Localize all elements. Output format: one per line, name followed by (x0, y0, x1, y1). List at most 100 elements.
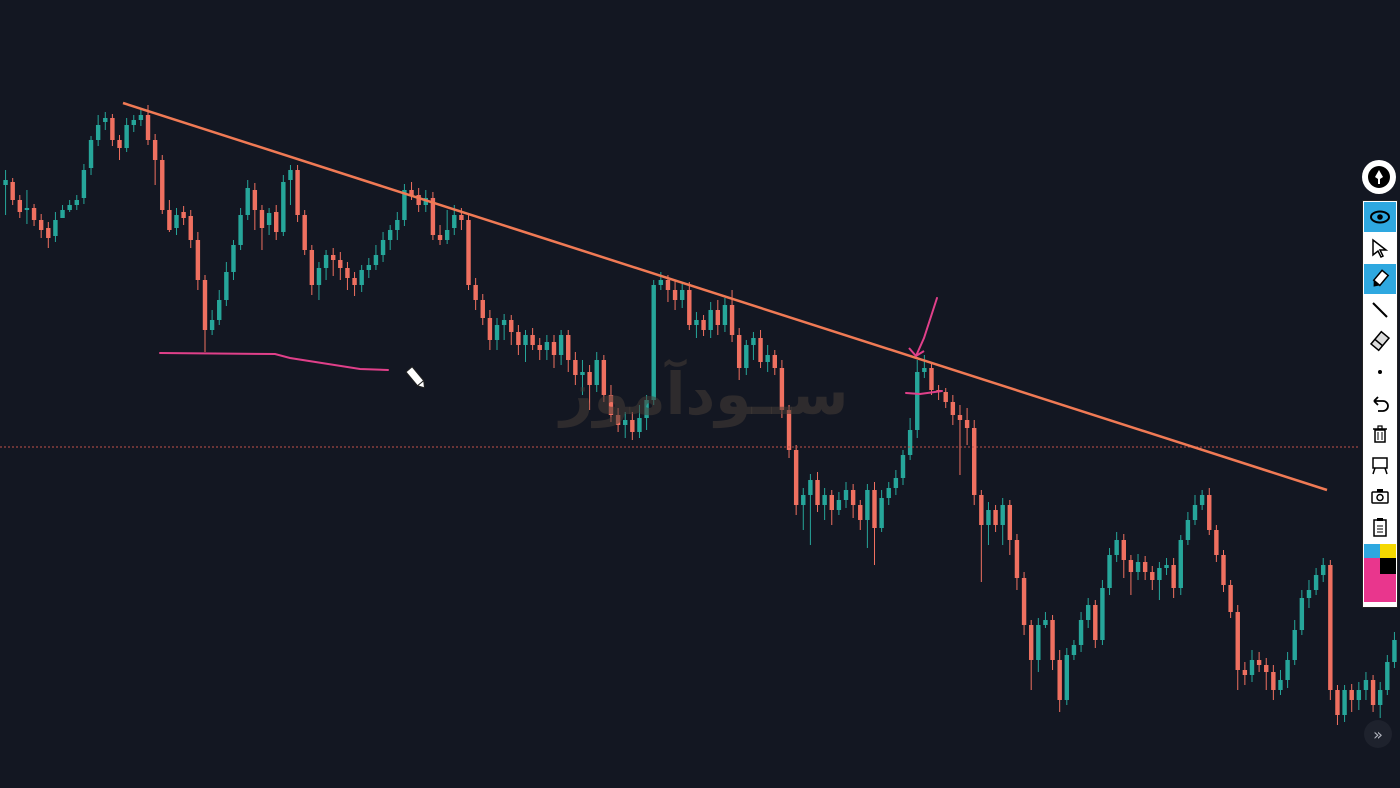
eye-icon (1370, 210, 1390, 224)
drawn-arrow (915, 297, 938, 357)
scroll-to-latest-button[interactable]: » (1364, 720, 1392, 748)
candle-body (658, 280, 664, 285)
candle-body (793, 450, 799, 505)
candle-body (786, 410, 792, 450)
eraser-icon (1369, 330, 1391, 352)
candle-body (1228, 585, 1233, 612)
candle (594, 352, 599, 392)
candle (922, 355, 927, 378)
candle-body (594, 360, 599, 385)
trendline[interactable] (122, 101, 1328, 492)
candle-body (1157, 568, 1162, 580)
candle-body (95, 125, 101, 140)
eye-button[interactable] (1364, 202, 1396, 232)
candle-body (679, 290, 685, 300)
candle (238, 208, 243, 250)
candle (366, 258, 372, 278)
color-palette[interactable] (1364, 544, 1396, 602)
candle-body (772, 355, 777, 368)
clipboard-button[interactable] (1364, 512, 1396, 542)
cursor-button[interactable] (1364, 233, 1396, 263)
candle-body (352, 278, 357, 285)
pen-tool-badge[interactable] (1362, 160, 1396, 194)
drawn-line (159, 352, 389, 371)
candle (608, 385, 614, 422)
color-swatch-blue[interactable] (1364, 544, 1380, 558)
camera-button[interactable] (1364, 481, 1396, 511)
color-swatch-pink-lower[interactable] (1380, 574, 1396, 602)
candle (530, 328, 535, 350)
candle (736, 328, 742, 380)
dot-button[interactable] (1364, 357, 1396, 387)
candle (644, 395, 649, 430)
candle (387, 225, 393, 250)
candle (138, 110, 144, 126)
candle (630, 412, 635, 440)
candle-body (615, 415, 621, 425)
candle (672, 280, 678, 310)
candle-body (957, 415, 963, 420)
line-button[interactable] (1364, 295, 1396, 325)
candle-body (53, 220, 58, 236)
candle-body (943, 392, 948, 402)
candle-body (117, 140, 122, 148)
candle (587, 365, 592, 410)
candle-body (1292, 630, 1297, 660)
undo-button[interactable] (1364, 388, 1396, 418)
candle (1014, 534, 1020, 590)
candle (950, 395, 956, 425)
candle (580, 360, 585, 395)
candle (395, 212, 400, 240)
candle-body (1014, 540, 1020, 578)
candle (174, 208, 179, 235)
candle (815, 472, 820, 512)
candle-body (81, 170, 87, 198)
candle (1256, 652, 1262, 672)
candle (858, 500, 863, 530)
candle-body (124, 125, 129, 148)
eraser-button[interactable] (1364, 326, 1396, 356)
candle (1185, 512, 1191, 545)
candle-body (1007, 505, 1013, 540)
candle (1178, 535, 1183, 595)
clear-board-button[interactable] (1364, 450, 1396, 480)
candle-body (1064, 655, 1070, 700)
highlighter-button[interactable] (1364, 264, 1396, 294)
color-swatch-black[interactable] (1380, 558, 1396, 574)
candle-body (245, 188, 250, 215)
candle (943, 388, 948, 408)
candle-body (964, 420, 970, 428)
candle-body (430, 198, 436, 235)
candle (687, 282, 692, 330)
candle-body (330, 255, 336, 260)
candle (352, 272, 357, 296)
candle (865, 484, 870, 548)
candle (872, 482, 877, 565)
candle-body (1363, 680, 1369, 690)
candle (879, 490, 884, 532)
candle (1349, 684, 1354, 712)
candle-body (437, 235, 443, 240)
candle-body (1235, 612, 1240, 670)
candle (74, 195, 79, 210)
candle (822, 488, 827, 520)
trash-button[interactable] (1364, 419, 1396, 449)
candle (836, 492, 842, 515)
candle-body (608, 395, 614, 415)
candle (480, 294, 485, 325)
candle-body (537, 345, 542, 350)
color-swatch-pink[interactable] (1364, 558, 1380, 602)
candle-body (366, 265, 372, 270)
candle (416, 188, 421, 212)
candle-body (74, 200, 79, 205)
candle (252, 183, 258, 230)
candle-body (1313, 575, 1319, 590)
candle-body (1342, 690, 1347, 715)
candle-body (1128, 560, 1134, 572)
color-swatch-yellow[interactable] (1380, 544, 1396, 558)
candle (665, 275, 671, 302)
candle-body (893, 478, 899, 488)
candle-body (1171, 565, 1176, 588)
candle-body (274, 212, 279, 232)
